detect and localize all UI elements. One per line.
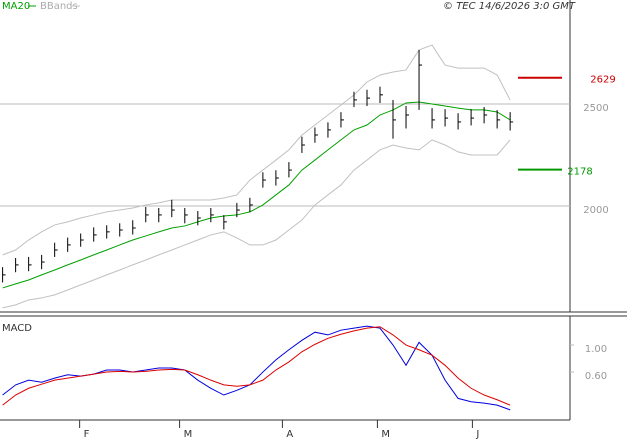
- y-tick-label: 2000: [583, 205, 608, 216]
- legend-entry: BBands: [40, 1, 78, 12]
- bband-lower: [2, 139, 511, 309]
- x-tick-label: M: [381, 429, 390, 440]
- level-label: 2629: [590, 75, 615, 86]
- bband-upper: [2, 44, 511, 256]
- y-tick-label: 0.60: [585, 371, 607, 382]
- legend-entry: MA20: [2, 1, 30, 12]
- level-label: 2178: [567, 167, 592, 178]
- y-tick-label: 2500: [583, 103, 608, 114]
- macd-line: [2, 325, 511, 411]
- y-tick-label: 1.00: [585, 344, 607, 355]
- x-tick-label: A: [286, 429, 293, 440]
- x-tick-label: F: [84, 429, 90, 440]
- x-tick-label: J: [475, 429, 479, 440]
- ma-line: [2, 101, 511, 289]
- panel-title: MACD: [2, 323, 32, 334]
- source: © TEC 14/6/2026 3:0 GMT: [443, 1, 576, 12]
- macd-line: [2, 326, 511, 406]
- x-tick-label: M: [184, 429, 193, 440]
